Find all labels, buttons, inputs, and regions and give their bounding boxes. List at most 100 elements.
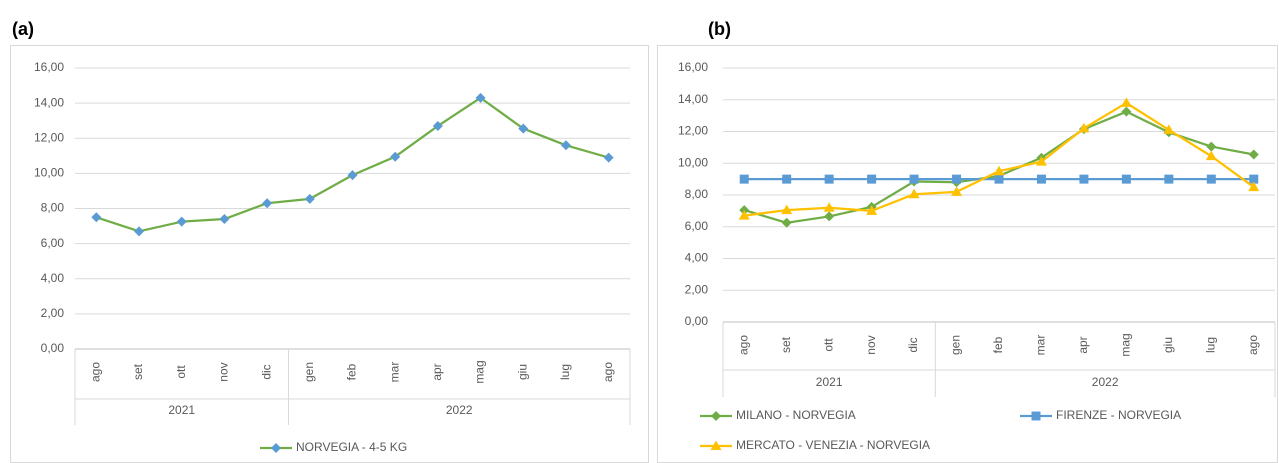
panel-frame (10, 45, 649, 463)
data-point (993, 165, 1005, 176)
data-point (1206, 141, 1217, 152)
data-point (475, 92, 486, 103)
y-tick-label: 14,00 (34, 95, 64, 109)
x-group-label: 2021 (816, 375, 843, 389)
x-group-label: 2022 (1092, 375, 1119, 389)
x-tick-label: giu (1161, 337, 1175, 353)
data-point (824, 211, 835, 222)
y-tick-label: 10,00 (34, 166, 64, 180)
data-point (134, 226, 145, 237)
data-point (1036, 174, 1046, 184)
data-point (824, 174, 834, 184)
legend-marker (271, 443, 281, 453)
x-tick-label: apr (430, 363, 444, 380)
legend-label: FIRENZE - NORVEGIA (1056, 408, 1181, 422)
data-point (262, 198, 273, 209)
x-tick-label: ott (821, 338, 835, 352)
data-point (739, 205, 750, 216)
data-point (518, 123, 529, 134)
x-tick-label: gen (949, 335, 963, 355)
x-tick-label: nov (217, 362, 231, 381)
data-point (219, 214, 230, 225)
data-point (782, 174, 792, 184)
x-tick-label: ago (736, 335, 750, 355)
x-tick-label: dic (259, 364, 273, 379)
y-tick-label: 0,00 (41, 341, 65, 355)
data-point (951, 186, 963, 196)
data-point (952, 174, 962, 184)
data-point (1120, 97, 1132, 107)
data-point (908, 188, 920, 199)
data-point (560, 140, 571, 151)
x-tick-label: set (779, 336, 793, 353)
data-point (1206, 174, 1216, 184)
data-point (781, 217, 792, 228)
legend-label: MILANO - NORVEGIA (736, 408, 856, 422)
data-point (1121, 174, 1131, 184)
x-tick-label: feb (345, 363, 359, 380)
data-point (738, 210, 750, 220)
data-point (1163, 124, 1175, 134)
x-tick-label: ott (174, 365, 188, 379)
x-tick-label: ago (89, 362, 103, 382)
legend-label: MERCATO - VENEZIA - NORVEGIA (736, 438, 930, 452)
x-tick-label: mar (387, 362, 401, 383)
data-point (994, 174, 1004, 184)
x-tick-label: mar (1034, 335, 1048, 356)
data-point (781, 204, 793, 215)
y-tick-label: 2,00 (685, 282, 709, 296)
data-point (1079, 174, 1089, 184)
x-tick-label: ago (601, 362, 615, 382)
y-tick-label: 14,00 (678, 92, 708, 106)
panel-label: (a) (12, 19, 34, 39)
y-tick-label: 8,00 (41, 201, 65, 215)
legend-marker (710, 440, 722, 450)
y-tick-label: 12,00 (678, 124, 708, 138)
data-point (1249, 174, 1259, 184)
data-point (432, 120, 443, 131)
x-tick-label: set (131, 363, 145, 380)
y-tick-label: 0,00 (685, 314, 709, 328)
panel-frame (657, 45, 1278, 463)
y-tick-label: 10,00 (678, 155, 708, 169)
legend-marker (1031, 411, 1041, 421)
y-tick-label: 16,00 (678, 60, 708, 74)
y-tick-label: 6,00 (685, 219, 709, 233)
data-point (304, 193, 315, 204)
x-tick-label: mag (1119, 333, 1133, 356)
y-tick-label: 2,00 (41, 306, 65, 320)
x-tick-label: nov (864, 335, 878, 354)
data-point (1078, 122, 1090, 133)
x-tick-label: lug (558, 364, 572, 380)
data-point (867, 174, 877, 184)
data-point (866, 205, 878, 215)
data-point (823, 202, 835, 212)
x-tick-label: ago (1246, 335, 1260, 355)
data-point (1121, 106, 1132, 117)
panel-label: (b) (708, 19, 731, 39)
x-tick-label: feb (991, 336, 1005, 353)
data-point (1248, 149, 1259, 160)
y-tick-label: 16,00 (34, 60, 64, 74)
data-point (347, 170, 358, 181)
y-tick-label: 4,00 (685, 251, 709, 265)
x-tick-label: giu (515, 364, 529, 380)
y-tick-label: 6,00 (41, 236, 65, 250)
data-point (909, 174, 919, 184)
data-point (176, 216, 187, 227)
x-group-label: 2021 (168, 403, 195, 417)
x-tick-label: mag (473, 360, 487, 383)
x-group-label: 2022 (446, 403, 473, 417)
data-point (1164, 174, 1174, 184)
data-point (603, 152, 614, 163)
data-point (1205, 150, 1217, 161)
x-tick-label: apr (1076, 336, 1090, 353)
data-point (1035, 156, 1047, 166)
y-tick-label: 4,00 (41, 271, 65, 285)
data-point (91, 212, 102, 223)
y-tick-label: 8,00 (685, 187, 709, 201)
legend-marker (711, 411, 721, 421)
y-tick-label: 12,00 (34, 130, 64, 144)
x-tick-label: gen (302, 362, 316, 382)
